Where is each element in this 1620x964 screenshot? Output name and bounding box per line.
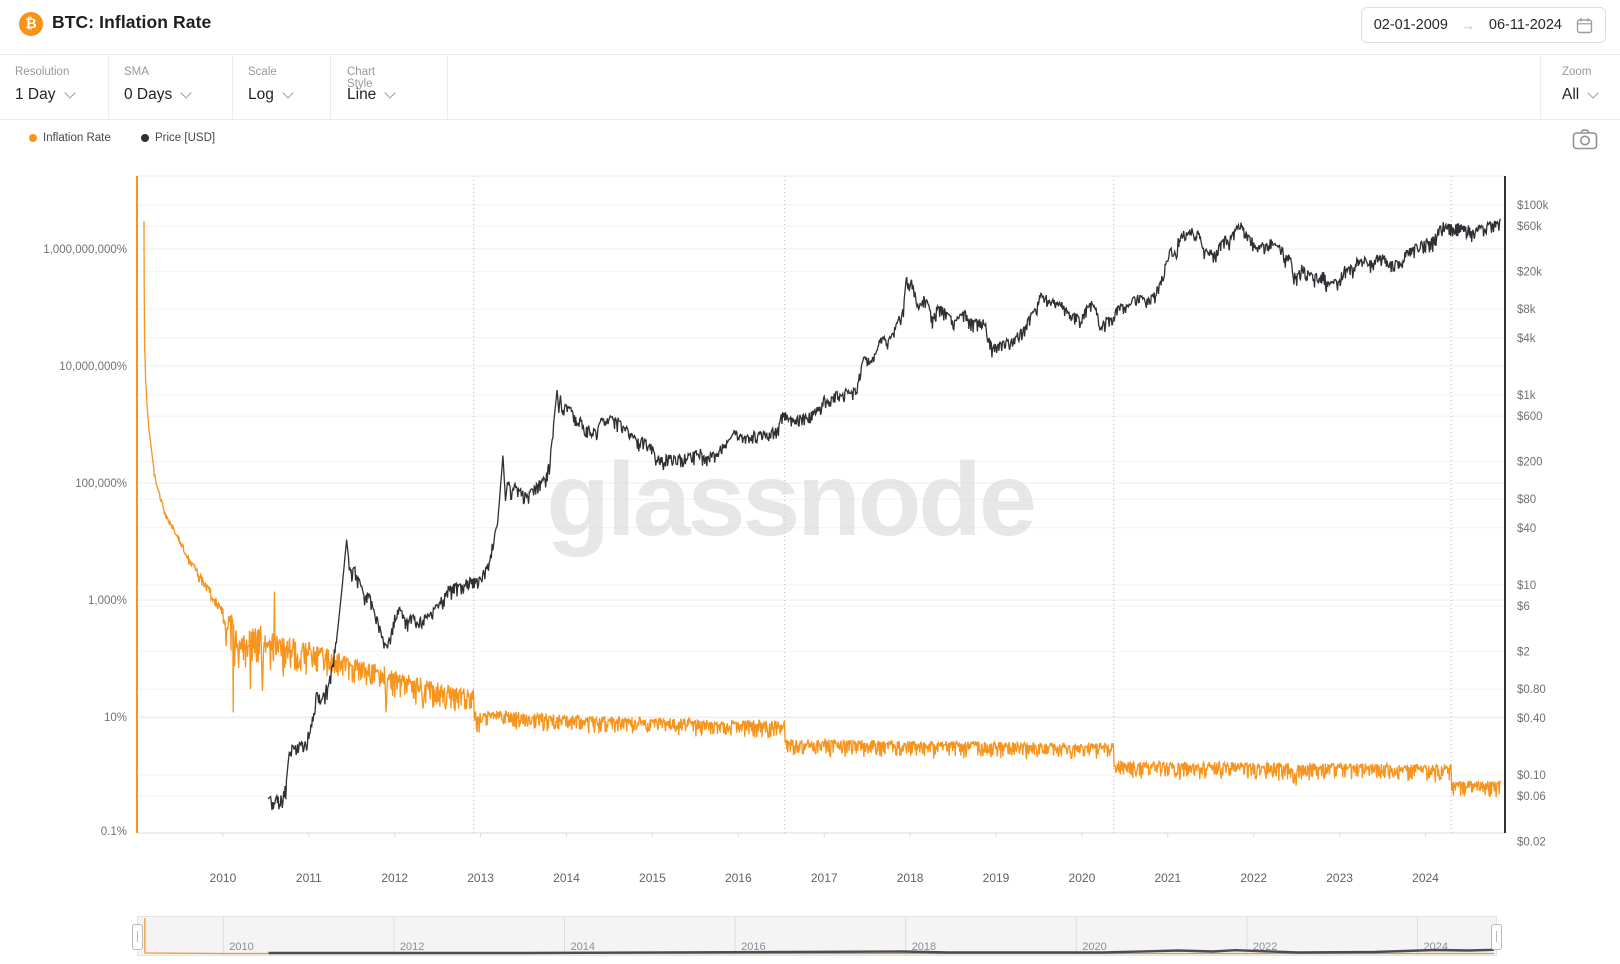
scrubber-year-label: 2012 — [400, 941, 424, 953]
year-label: 2017 — [811, 871, 838, 885]
axis-tick-label: $6 — [1517, 601, 1530, 613]
legend-item-inflation-rate[interactable]: Inflation Rate — [29, 132, 111, 144]
axis-tick-label: $2 — [1517, 646, 1530, 658]
date-to[interactable]: 06-11-2024 — [1488, 17, 1562, 33]
axis-tick-label: 1,000% — [88, 595, 127, 607]
halving-gridlines — [473, 176, 1452, 833]
toolbar-separator — [108, 55, 109, 119]
left-axis-labels: 1,000,000,000% 10,000,000% 100,000% 1,000% 1… — [43, 244, 127, 838]
toolbar: Resolution 1 Day SMA 0 Days Scale Log Ch… — [0, 54, 1620, 120]
year-label: 2016 — [725, 871, 752, 885]
arrow-right-icon: → — [1461, 17, 1475, 33]
year-label: 2022 — [1240, 871, 1267, 885]
legend-label: Price [USD] — [155, 132, 216, 144]
plot-borders — [136, 175, 1506, 834]
toolbar-separator — [1540, 55, 1541, 119]
chart-style-label: Chart Style — [347, 66, 376, 90]
scrubber-year-label: 2014 — [571, 941, 595, 953]
scrubber-year-label: 2010 — [229, 941, 253, 953]
axis-tick-label: $0.10 — [1517, 770, 1546, 782]
axis-tick-label: 10% — [104, 712, 127, 724]
sma-value[interactable]: 0 Days — [124, 86, 173, 103]
axis-tick-label: $0.02 — [1517, 836, 1546, 848]
year-label: 2014 — [553, 871, 580, 885]
main-chart[interactable]: glassnode 1,000,000,000% 10,000,000% 100,00… — [0, 0, 1620, 900]
scrubber-year-label: 2018 — [912, 941, 936, 953]
scrubber-left-handle[interactable] — [132, 924, 143, 950]
year-label: 2019 — [983, 871, 1010, 885]
axis-tick-label: $20k — [1517, 266, 1542, 278]
axis-tick-label: $0.80 — [1517, 684, 1546, 696]
axis-tick-label: 10,000,000% — [59, 361, 127, 373]
axis-tick-label: $40 — [1517, 523, 1536, 535]
axis-tick-label: $200 — [1517, 456, 1543, 468]
scrubber-year-label: 2020 — [1082, 941, 1106, 953]
date-from[interactable]: 02-01-2009 — [1373, 17, 1448, 33]
sma-label: SMA — [124, 66, 149, 78]
right-axis-labels: $100k $60k $20k $8k $4k $1k $600 $200 $80 $40 $10 $… — [1517, 200, 1549, 848]
axis-tick-label: 100,000% — [75, 478, 127, 490]
scrubber-inflation-preview — [144, 918, 1494, 955]
price-usd-dot — [141, 134, 149, 142]
header: ₿ BTC: Inflation Rate 02-01-2009 → 06-11… — [0, 0, 1620, 54]
toolbar-separator — [232, 55, 233, 119]
calendar-icon[interactable] — [1576, 17, 1593, 34]
camera-icon[interactable] — [1572, 128, 1598, 150]
year-label: 2021 — [1154, 871, 1181, 885]
year-label: 2012 — [381, 871, 408, 885]
legend-row: Inflation Rate Price [USD] — [0, 118, 1620, 158]
glassnode-watermark: glassnode — [546, 442, 1034, 558]
scrubber-gridlines: 2010 2012 2014 2016 2018 2020 2022 2024 — [222, 917, 1448, 955]
resolution-label: Resolution — [15, 66, 70, 78]
toolbar-separator — [447, 55, 448, 119]
timeline-scrubber[interactable]: 2010 2012 2014 2016 2018 2020 2022 2024 — [132, 916, 1502, 956]
scale-label: Scale — [248, 66, 277, 78]
page-title: BTC: Inflation Rate — [52, 12, 212, 32]
date-range-picker[interactable]: 02-01-2009 → 06-11-2024 — [1360, 7, 1606, 43]
scrubber-year-label: 2016 — [741, 941, 765, 953]
resolution-value[interactable]: 1 Day — [15, 86, 56, 103]
year-label: 2011 — [296, 871, 322, 885]
year-label: 2023 — [1326, 871, 1353, 885]
year-label: 2024 — [1412, 871, 1439, 885]
axis-tick-label: $10 — [1517, 580, 1536, 592]
axis-tick-label: $60k — [1517, 221, 1542, 233]
scrubber-price-preview — [268, 948, 1495, 955]
scrubber-right-handle[interactable] — [1491, 924, 1502, 950]
axis-tick-label: $0.06 — [1517, 791, 1546, 803]
axis-tick-label: $4k — [1517, 333, 1536, 345]
scrubber-preview: 2010 2012 2014 2016 2018 2020 2022 2024 — [144, 917, 1495, 955]
price-usd-line — [267, 218, 1501, 811]
legend-label: Inflation Rate — [43, 132, 111, 144]
axis-tick-label: $0.40 — [1517, 713, 1546, 725]
legend-item-price-usd[interactable]: Price [USD] — [141, 132, 215, 144]
year-label: 2020 — [1069, 871, 1096, 885]
year-label: 2018 — [897, 871, 924, 885]
axis-tick-label: $80 — [1517, 494, 1536, 506]
year-label: 2013 — [467, 871, 494, 885]
x-axis-labels: 2010 2011 2012 2013 2014 2015 2016 2017 2018 2019… — [210, 833, 1439, 885]
toolbar-separator — [330, 55, 331, 119]
year-label: 2010 — [210, 871, 237, 885]
axis-tick-label: $600 — [1517, 411, 1543, 423]
axis-tick-label: 1,000,000,000% — [43, 244, 127, 256]
chart-style-value[interactable]: Line — [347, 86, 377, 103]
axis-tick-label: $100k — [1517, 200, 1549, 212]
axis-tick-label: $1k — [1517, 390, 1536, 402]
bitcoin-icon: ₿ — [19, 12, 43, 36]
axis-tick-label: 0.1% — [101, 826, 127, 838]
scale-value[interactable]: Log — [248, 86, 274, 103]
inflation-rate-line — [143, 221, 1501, 798]
zoom-value[interactable]: All — [1562, 86, 1580, 103]
inflation-rate-dot — [29, 134, 37, 142]
axis-tick-label: $8k — [1517, 304, 1536, 316]
zoom-label: Zoom — [1562, 66, 1592, 78]
year-label: 2015 — [639, 871, 666, 885]
